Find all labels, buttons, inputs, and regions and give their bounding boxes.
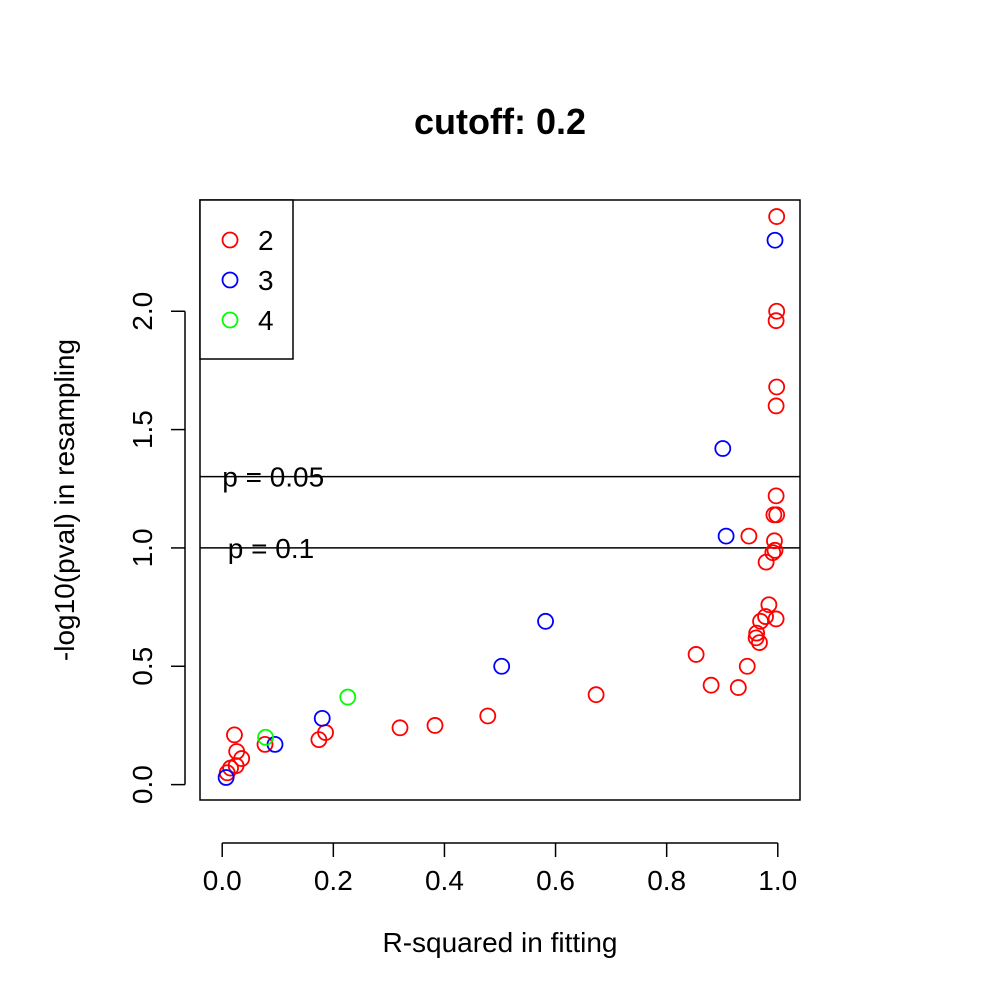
- point-series-2: [768, 378, 786, 396]
- point-series-2: [479, 707, 497, 725]
- point-series-2: [740, 527, 758, 545]
- legend-box: [199, 199, 294, 360]
- point-series-2: [760, 596, 778, 614]
- point-series-3: [537, 612, 554, 630]
- x-tick-label: 1.0: [758, 865, 797, 896]
- point-series-3: [313, 709, 331, 727]
- point-series-2: [687, 646, 705, 663]
- point-series-3: [717, 527, 735, 545]
- point-series-3: [714, 440, 732, 457]
- point-series-2: [226, 726, 243, 744]
- point-series-2: [738, 657, 756, 675]
- point-series-4: [257, 728, 274, 746]
- chart-title: cutoff: 0.2: [414, 101, 586, 142]
- point-series-2: [768, 208, 786, 225]
- legend-label: 3: [258, 265, 274, 296]
- y-tick-label: 1.5: [127, 410, 158, 449]
- x-tick-label: 0.0: [203, 865, 242, 896]
- data-points: [217, 208, 786, 786]
- reference-line-label: p = 0.05: [222, 462, 324, 493]
- plot-frame: [199, 199, 801, 801]
- legend-marker-4: [221, 311, 239, 329]
- x-tick-label: 0.4: [425, 865, 464, 896]
- x-axis-label: R-squared in fitting: [382, 927, 617, 958]
- x-tick-label: 0.8: [647, 865, 686, 896]
- y-axis-label: -log10(pval) in resampling: [49, 339, 80, 661]
- point-series-2: [766, 532, 783, 550]
- y-tick-label: 0.5: [127, 647, 158, 686]
- point-series-2: [729, 679, 747, 696]
- point-series-3: [766, 231, 784, 249]
- point-series-2: [310, 731, 328, 749]
- point-series-2: [768, 506, 786, 524]
- point-series-2: [757, 553, 775, 571]
- legend-marker-3: [221, 271, 239, 289]
- legend: 2 3 4: [199, 199, 294, 360]
- y-axis: 0.0 0.5 1.0 1.5 2.0: [127, 292, 186, 804]
- point-series-2: [702, 676, 720, 694]
- point-series-2: [748, 624, 766, 642]
- point-series-2: [426, 717, 444, 734]
- x-axis: 0.0 0.2 0.4 0.6 0.8 1.0: [203, 842, 797, 896]
- point-series-2: [766, 541, 784, 559]
- legend-marker-2: [221, 231, 239, 249]
- legend-label: 2: [258, 225, 274, 256]
- legend-label: 4: [258, 305, 274, 336]
- point-series-3: [493, 657, 511, 675]
- point-series-2: [751, 634, 768, 652]
- point-series-2: [752, 612, 769, 630]
- point-series-3: [217, 769, 235, 786]
- point-series-2: [757, 608, 774, 625]
- x-tick-label: 0.2: [314, 865, 353, 896]
- point-series-2: [767, 487, 785, 505]
- point-series-2: [222, 759, 239, 777]
- y-tick-label: 1.0: [127, 528, 158, 567]
- y-tick-label: 0.0: [127, 765, 158, 804]
- point-series-2: [256, 735, 274, 753]
- reference-lines: p = 0.05 p = 0.1: [200, 462, 800, 564]
- point-series-2: [768, 302, 786, 320]
- point-series-2: [391, 719, 409, 737]
- y-tick-label: 2.0: [127, 292, 158, 331]
- point-series-2: [587, 686, 605, 704]
- point-series-2: [767, 312, 785, 330]
- point-series-2: [767, 610, 785, 628]
- point-series-4: [339, 688, 357, 706]
- x-tick-label: 0.6: [536, 865, 575, 896]
- reference-line-label: p = 0.1: [228, 533, 314, 564]
- point-series-2: [767, 397, 785, 415]
- point-series-2: [747, 629, 765, 647]
